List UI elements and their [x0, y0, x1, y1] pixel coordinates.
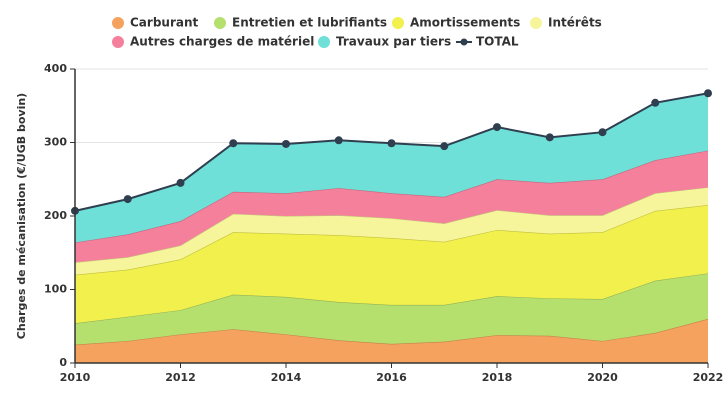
x-tick-label: 2018: [482, 371, 513, 384]
legend-swatch: [460, 38, 468, 46]
legend-label: Intérêts: [548, 16, 602, 30]
legend-item: TOTAL: [456, 35, 519, 49]
legend-swatch: [214, 17, 226, 29]
legend-swatch: [112, 17, 124, 29]
legend-label: TOTAL: [476, 35, 519, 49]
y-tick-label: 0: [59, 356, 67, 369]
total-marker: [545, 133, 554, 142]
legend-swatch: [318, 36, 330, 48]
total-marker: [493, 123, 501, 132]
legend-swatch: [392, 17, 404, 29]
legend-label: Entretien et lubrifiants: [232, 16, 387, 30]
legend-item: Travaux par tiers: [318, 35, 451, 49]
x-tick-label: 2016: [376, 371, 407, 384]
total-marker: [334, 136, 343, 145]
legend-label: Carburant: [130, 16, 199, 30]
y-tick-label: 400: [44, 62, 67, 75]
x-tick-label: 2020: [587, 371, 618, 384]
total-marker: [123, 195, 132, 204]
legend-item: Entretien et lubrifiants: [214, 16, 387, 30]
area: [75, 93, 708, 243]
area: [75, 204, 708, 324]
legend-label: Travaux par tiers: [336, 35, 451, 49]
y-tick-label: 300: [44, 136, 67, 149]
total-marker: [598, 128, 607, 137]
total-marker: [440, 142, 449, 151]
area: [75, 273, 708, 345]
area: [75, 150, 708, 263]
legend-item: Carburant: [112, 16, 199, 30]
legend-item: Intérêts: [530, 16, 602, 30]
area: [75, 318, 708, 363]
total-marker: [704, 89, 712, 98]
x-tick-label: 2010: [60, 371, 91, 384]
legend-item: Amortissements: [392, 16, 520, 30]
y-tick-label: 100: [44, 283, 67, 296]
y-tick-label: 200: [44, 209, 67, 222]
y-axis-label: Charges de mécanisation (€/UGB bovin): [15, 93, 28, 339]
legend-item: Autres charges de matériel: [112, 35, 314, 49]
legend-swatch: [112, 36, 124, 48]
total-marker: [387, 139, 396, 148]
x-tick-label: 2012: [165, 371, 196, 384]
total-marker: [282, 139, 290, 148]
total-marker: [651, 98, 660, 107]
legend-label: Autres charges de matériel: [130, 35, 314, 49]
total-marker: [176, 178, 185, 187]
x-tick-label: 2014: [271, 371, 302, 384]
area: [75, 187, 708, 275]
legend-swatch: [530, 17, 542, 29]
legend-label: Amortissements: [410, 16, 520, 30]
total-marker: [229, 139, 238, 148]
x-tick-label: 2022: [693, 371, 724, 384]
